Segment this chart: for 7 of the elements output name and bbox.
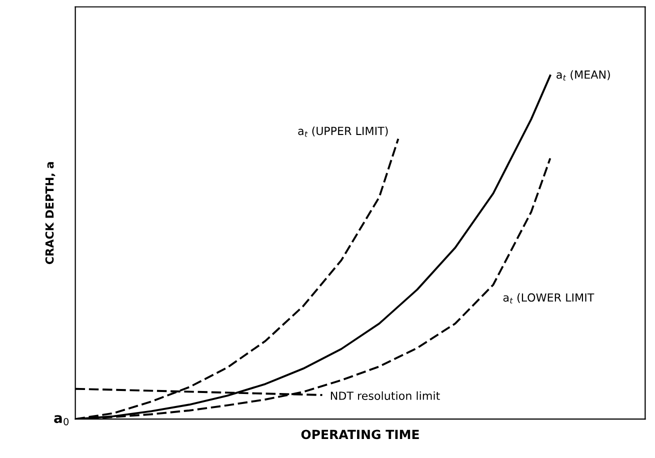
series-label: a$_{t}$ (MEAN)	[556, 70, 610, 80]
x-axis-title: OPERATING TIME	[301, 430, 419, 440]
series-label: NDT resolution limit	[330, 391, 440, 400]
series-label: a$_{t}$ (LOWER LIMIT	[503, 293, 594, 304]
annotation: a$_{0}$	[54, 415, 69, 426]
y-axis-title: CRACK DEPTH, a	[45, 162, 56, 264]
series-label: a$_{t}$ (UPPER LIMIT)	[298, 126, 388, 137]
